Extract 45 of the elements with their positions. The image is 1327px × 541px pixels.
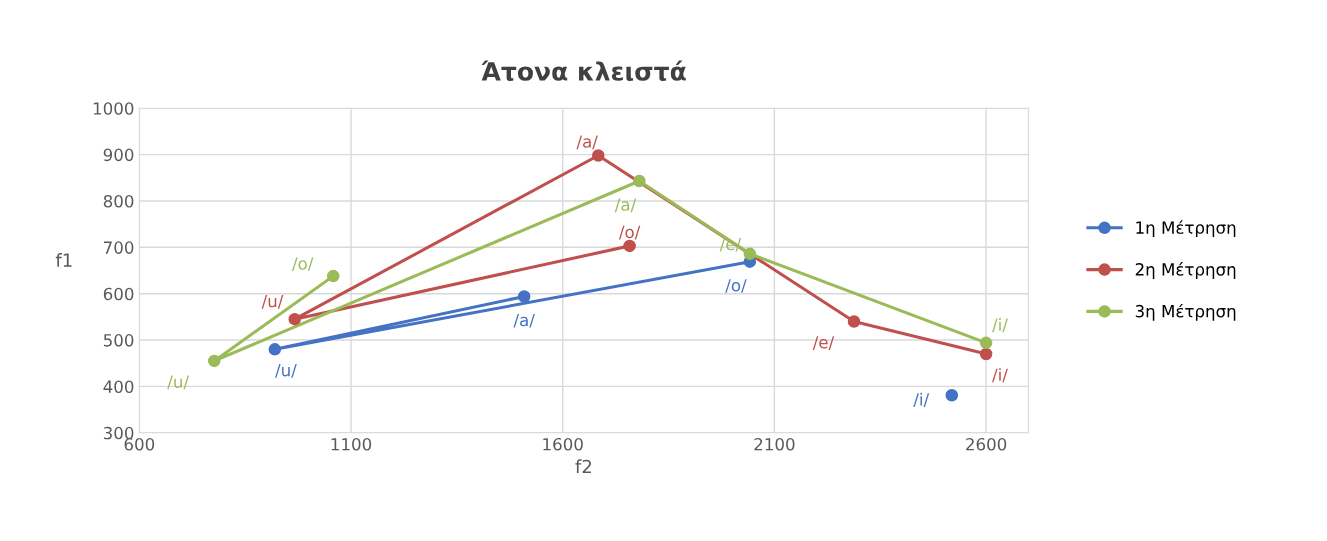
y-tick-label: 400	[103, 380, 134, 393]
x-tick-label: 1100	[331, 437, 372, 451]
legend-label: 2η Μέτρηση	[1135, 262, 1236, 279]
point	[743, 247, 757, 261]
data-label: /a/	[614, 198, 637, 213]
point	[979, 336, 993, 350]
y-tick-label: 900	[103, 148, 134, 162]
x-axis-title: f2	[575, 459, 591, 474]
data-label: /u/	[167, 375, 190, 390]
x-tick-label: 2600	[966, 437, 1007, 451]
y-tick-label: 800	[103, 194, 134, 208]
point	[326, 269, 340, 283]
data-label: /i/	[992, 318, 1008, 333]
point	[633, 174, 646, 188]
y-tick-label: 700	[104, 241, 134, 254]
y-tick-label: 500	[103, 334, 134, 347]
data-label: /i/	[992, 368, 1008, 383]
x-tick-label: 1600	[543, 437, 583, 451]
x-tick-label: 2100	[754, 437, 795, 451]
data-label: /a/	[576, 135, 598, 150]
data-label: /u/	[261, 294, 284, 309]
legend-label: 3η Μέτρηση	[1135, 303, 1236, 321]
y-tick-label: 1000	[93, 102, 134, 115]
point	[268, 343, 282, 356]
data-label: /o/	[291, 257, 314, 272]
point	[208, 354, 221, 368]
data-label: /e/	[812, 336, 835, 350]
data-label: /o/	[618, 225, 641, 240]
point	[847, 315, 861, 328]
y-tick-label: 300	[103, 426, 134, 440]
point	[288, 312, 301, 326]
data-label: /u/	[275, 364, 297, 378]
point	[979, 347, 993, 361]
point	[517, 290, 531, 303]
point	[623, 239, 636, 253]
chart-title: Άτονα κλειστά	[481, 60, 686, 81]
data-label: /a/	[513, 313, 535, 328]
data-label: /i/	[913, 392, 930, 407]
x-tick-label: 600	[124, 437, 155, 451]
y-axis-title: f1	[55, 253, 72, 267]
point	[945, 388, 959, 402]
point	[592, 149, 605, 162]
data-label: /o/	[725, 279, 747, 293]
y-tick-label: 600	[103, 287, 134, 301]
legend-label: 1η Μέτρηση	[1136, 220, 1236, 238]
